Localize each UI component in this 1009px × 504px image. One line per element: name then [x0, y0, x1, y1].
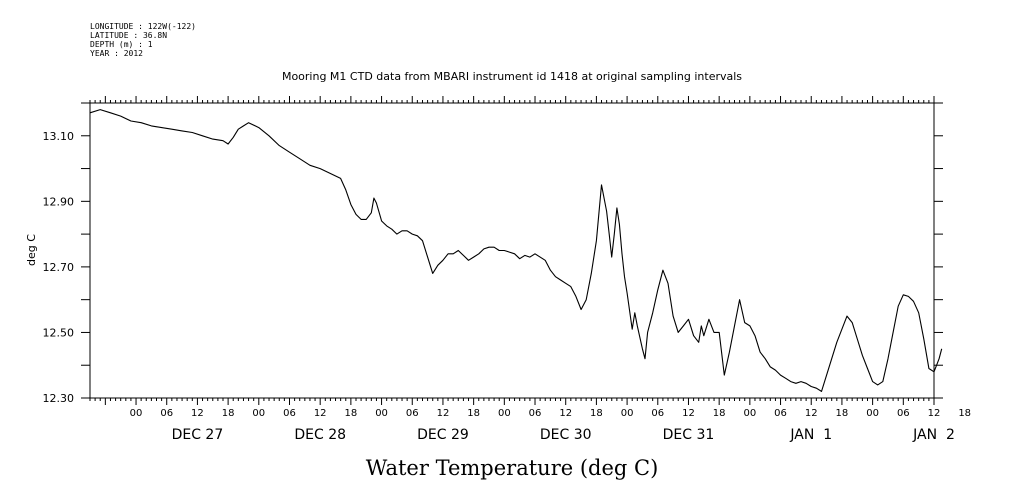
x-axis-label: Water Temperature (deg C) [366, 456, 659, 480]
x-tick-label: 06 [406, 408, 419, 419]
day-label: JAN 2 [912, 427, 955, 443]
x-tick-label: 06 [897, 408, 910, 419]
x-tick-label: 00 [866, 408, 879, 419]
day-label: DEC 27 [172, 427, 224, 443]
x-tick-label: 18 [836, 408, 849, 419]
x-tick-label: 00 [252, 408, 265, 419]
y-tick-label: 12.90 [43, 195, 75, 208]
x-tick-label: 18 [345, 408, 358, 419]
x-tick-label: 18 [958, 408, 971, 419]
y-tick-label: 12.50 [43, 326, 75, 339]
day-label: DEC 31 [663, 427, 715, 443]
day-label: DEC 30 [540, 427, 592, 443]
day-label: DEC 29 [417, 427, 469, 443]
x-tick-label: 12 [437, 408, 450, 419]
y-tick-label: 13.10 [43, 130, 75, 143]
year-label: YEAR : 2012 [90, 49, 143, 58]
y-axis-label: deg C [25, 234, 38, 266]
x-tick-label: 12 [682, 408, 695, 419]
x-tick-label: 06 [651, 408, 664, 419]
x-tick-label: 06 [774, 408, 787, 419]
axis-layer: 00 06 12 18 00 06 12 18 00 06 12 18 00 06 12 18 00 06 12 18… [43, 96, 971, 443]
x-tick-label: 18 [713, 408, 726, 419]
x-tick-label: 12 [559, 408, 572, 419]
day-label: DEC 28 [294, 427, 346, 443]
series-line [89, 109, 943, 392]
x-tick-label: 06 [529, 408, 542, 419]
longitude-label: LONGITUDE : 122W(-122) [90, 22, 196, 31]
metadata-block: LONGITUDE : 122W(-122) LATITUDE : 36.8N … [90, 22, 196, 58]
x-tick-label: 12 [314, 408, 327, 419]
x-tick-label: 12 [191, 408, 204, 419]
chart-title: Mooring M1 CTD data from MBARI instrumen… [282, 70, 742, 83]
x-tick-label: 06 [283, 408, 296, 419]
depth-label: DEPTH (m) : 1 [90, 40, 153, 49]
x-tick-label: 00 [375, 408, 388, 419]
x-tick-label: 12 [805, 408, 818, 419]
x-tick-label: 18 [590, 408, 603, 419]
x-tick-label: 00 [621, 408, 634, 419]
x-tick-label: 00 [743, 408, 756, 419]
latitude-label: LATITUDE : 36.8N [90, 31, 168, 40]
x-tick-label: 00 [498, 408, 511, 419]
day-label: JAN 1 [789, 427, 832, 443]
y-tick-label: 12.70 [43, 261, 75, 274]
x-tick-label: 18 [222, 408, 235, 419]
series-layer [89, 109, 943, 392]
y-tick-label: 12.30 [43, 392, 75, 405]
x-tick-label: 00 [130, 408, 143, 419]
x-tick-label: 06 [160, 408, 173, 419]
x-tick-label: 12 [928, 408, 941, 419]
plot-frame [89, 102, 935, 399]
x-tick-label: 18 [467, 408, 480, 419]
